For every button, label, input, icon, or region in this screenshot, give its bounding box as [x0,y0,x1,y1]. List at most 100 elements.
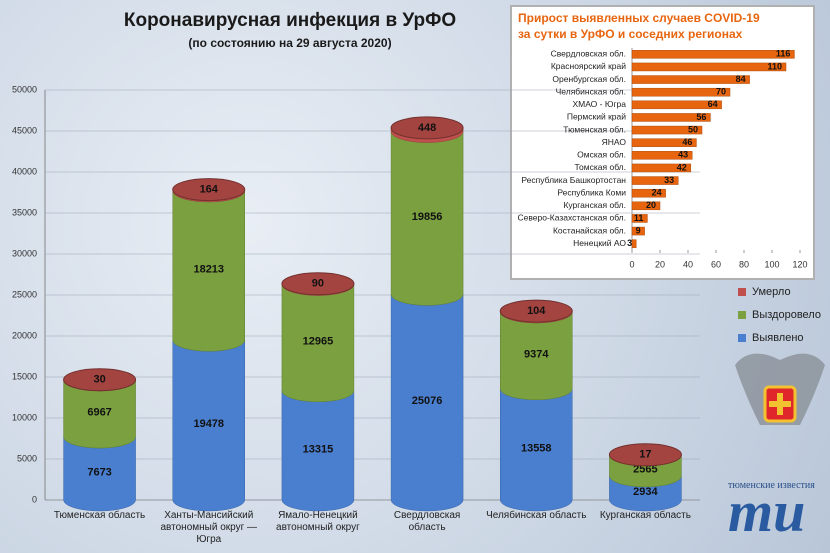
value-label: 19478 [193,418,224,430]
bar [631,113,711,122]
bar [631,163,692,173]
cylinder-top [390,116,464,140]
value-label: 9374 [524,348,549,360]
emblem [735,353,825,425]
bar [631,100,722,110]
bar [631,239,637,248]
y-tick-label: 15000 [12,371,37,381]
logo-text: тюменские известия [728,480,815,491]
value-label: 50 [688,124,698,134]
y-tick-label: ХМАО - Югра [572,99,626,109]
bar [631,87,731,97]
cylinder-top [281,272,355,296]
y-tick-label: Северо-Казахстанская обл. [517,213,626,223]
value-label: 42 [677,162,687,172]
value-label: 33 [664,175,674,185]
value-label: 17 [639,449,651,461]
x-tick-label: 100 [764,259,779,269]
value-label: 43 [678,150,688,160]
value-label: 19856 [412,211,443,223]
y-tick-label: Челябинская обл. [556,86,626,96]
bar [631,62,787,72]
legend-label: Умерло [752,286,791,298]
bar [631,125,703,135]
x-tick-label: 80 [739,259,749,269]
y-tick-label: Республика Коми [557,187,626,197]
y-tick-label: 30000 [12,248,37,258]
value-label: 104 [527,305,546,317]
legend-swatch [738,311,746,319]
value-label: 11 [634,213,644,223]
x-tick-label: 60 [711,259,721,269]
x-tick-label: Свердловская область [393,510,461,533]
value-label: 448 [418,122,436,134]
x-tick-label: 120 [792,259,807,269]
value-label: 25076 [412,395,443,407]
value-label: 3 [627,238,632,248]
bar [631,226,645,236]
chart-title: Коронавирусная инфекция в УрФО [123,10,457,31]
value-label: 6967 [87,406,111,418]
bar [631,214,648,223]
value-label: 70 [716,87,726,97]
y-tick-label: Свердловская обл. [551,49,626,59]
bar [631,151,693,160]
y-tick-label: 0 [32,494,37,504]
value-label: 30 [93,374,105,386]
y-tick-label: Ненецкий АО [573,238,626,248]
x-tick-label: 40 [683,259,693,269]
bar [631,201,661,211]
cylinder-top [499,299,573,323]
y-tick-label: 45000 [12,125,37,135]
value-label: 164 [200,183,219,195]
value-label: 84 [736,74,746,84]
x-tick-label: Ямало-Ненецкий автономный округ [276,510,360,533]
y-tick-label: 5000 [17,453,37,463]
y-tick-label: Костанайская обл. [553,225,626,235]
value-label: 46 [682,137,692,147]
value-label: 90 [312,278,324,290]
y-tick-label: Тюменская обл. [563,124,626,134]
value-label: 56 [696,112,706,122]
value-label: 18213 [193,264,224,276]
y-tick-label: ЯНАО [602,137,627,147]
bar [631,188,666,198]
y-tick-label: 35000 [12,207,37,217]
x-tick-label: 20 [655,259,665,269]
legend-swatch [738,288,746,296]
x-tick-label: Тюменская область [53,510,146,521]
legend-label: Выздоровело [752,309,821,321]
value-label: 13558 [521,442,552,454]
cylinder-top [608,443,682,467]
legend-swatch [738,334,746,342]
value-label: 2934 [633,486,658,498]
x-tick-label: 0 [629,259,634,269]
value-label: 20 [646,200,656,210]
value-label: 7673 [87,466,111,478]
value-label: 116 [776,49,791,59]
y-tick-label: 20000 [12,330,37,340]
y-tick-label: Курганская обл. [563,200,626,210]
y-tick-label: Томская обл. [575,162,626,172]
value-label: 9 [636,225,641,235]
value-label: 64 [708,99,718,109]
y-tick-label: Оренбургская обл. [552,74,626,84]
legend-label: Выявлено [752,332,804,344]
y-tick-label: 50000 [12,84,37,94]
y-tick-label: Республика Башкортостан [521,175,626,185]
bar [631,50,795,59]
value-label: 2565 [633,463,657,475]
bar [631,176,679,185]
cylinder-top [172,178,246,202]
value-label: 24 [652,188,662,198]
x-tick-label: Челябинская область [486,510,587,521]
chart-subtitle: (по состоянию на 29 августа 2020) [188,36,392,50]
y-tick-label: Красноярский край [551,61,626,71]
value-label: 13315 [303,443,334,455]
bar [631,138,697,147]
y-tick-label: 40000 [12,166,37,176]
x-tick-label: Ханты-Мансийский автономный округ — Югра [160,510,258,545]
logo-mark: ти [728,479,806,544]
